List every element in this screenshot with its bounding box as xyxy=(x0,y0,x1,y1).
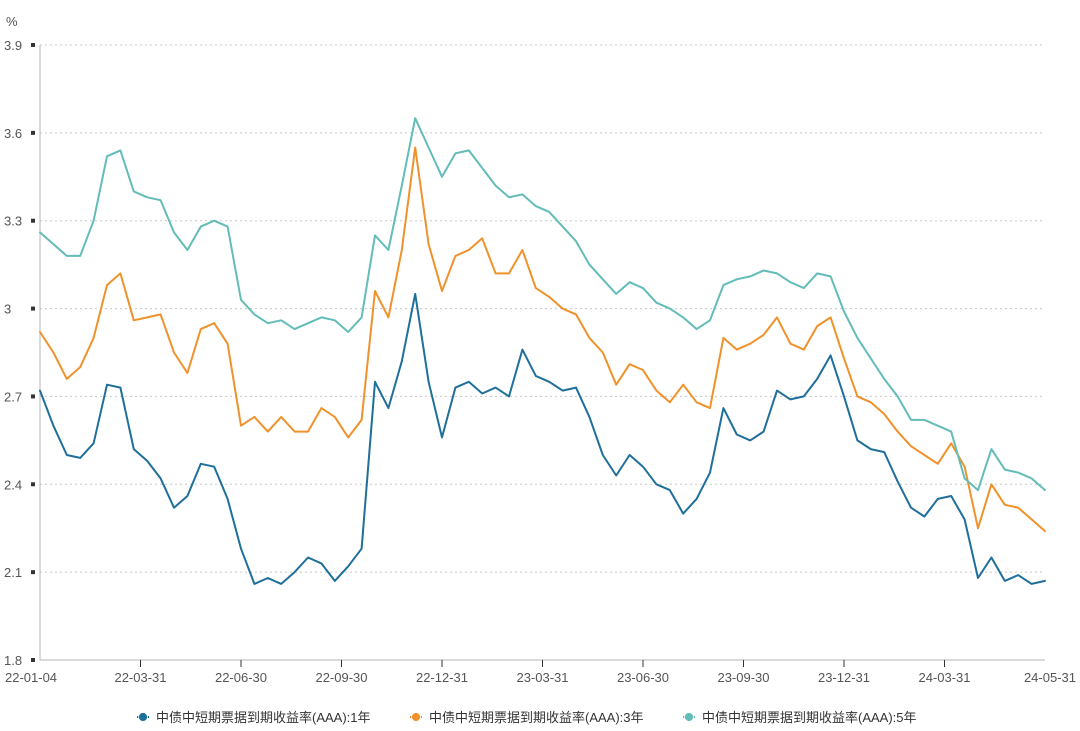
legend-dot-marker xyxy=(138,712,148,722)
x-tick-label: 23-03-31 xyxy=(516,670,568,685)
x-tick-label: 22-09-30 xyxy=(315,670,367,685)
series-line-1 xyxy=(39,292,1046,585)
y-tick-mark xyxy=(31,570,35,575)
legend-label: 中债中短期票据到期收益率(AAA):1年 xyxy=(156,710,371,725)
x-tick-label: 22-01-04 xyxy=(5,670,57,685)
legend-label: 中债中短期票据到期收益率(AAA):5年 xyxy=(702,710,917,725)
legend-item-3[interactable]: 中债中短期票据到期收益率(AAA):5年 xyxy=(683,710,917,725)
legend-item-1[interactable]: 中债中短期票据到期收益率(AAA):1年 xyxy=(137,710,371,725)
y-tick-mark xyxy=(31,658,35,662)
x-tick-label: 22-03-31 xyxy=(114,670,166,685)
series-line-2 xyxy=(39,146,1046,533)
y-tick-label: 2.1 xyxy=(4,565,22,580)
x-tick-label: 23-09-30 xyxy=(717,670,769,685)
grid-lines xyxy=(40,44,1045,573)
y-axis-ticks: 3.9 3.6 3.3 3 2.7 2.4 2.1 1.8 xyxy=(4,38,35,668)
legend-item-2[interactable]: 中债中短期票据到期收益率(AAA):3年 xyxy=(410,710,644,725)
y-tick-mark xyxy=(31,482,35,487)
x-tick-label: 22-12-31 xyxy=(416,670,468,685)
y-tick-label: 3.3 xyxy=(4,214,22,229)
y-axis-unit-label: % xyxy=(6,14,18,29)
y-tick-label: 3.9 xyxy=(4,38,22,53)
y-tick-mark xyxy=(31,130,35,135)
y-tick-label: 2.4 xyxy=(4,477,22,492)
y-tick-mark xyxy=(31,306,35,311)
x-tick-label: 23-06-30 xyxy=(617,670,669,685)
y-tick-label: 3 xyxy=(4,302,11,317)
legend-label: 中债中短期票据到期收益率(AAA):3年 xyxy=(429,710,644,725)
legend-dot-marker xyxy=(411,712,421,722)
y-tick-mark xyxy=(31,394,35,399)
x-axis-ticks: 22-01-04 22-03-31 22-06-30 22-09-30 22-12-31… xyxy=(5,660,1076,685)
x-tick-label: 23-12-31 xyxy=(818,670,870,685)
y-tick-mark xyxy=(31,43,35,47)
series-lines xyxy=(39,117,1046,585)
y-tick-label: 1.8 xyxy=(4,653,22,668)
x-tick-label: 24-03-31 xyxy=(918,670,970,685)
legend: 中债中短期票据到期收益率(AAA):1年 中债中短期票据到期收益率(AAA):3年… xyxy=(137,710,917,725)
series-line-3 xyxy=(39,117,1046,492)
y-tick-label: 3.6 xyxy=(4,126,22,141)
y-tick-mark xyxy=(31,218,35,223)
legend-dot-marker xyxy=(684,712,694,722)
x-tick-label: 22-06-30 xyxy=(215,670,267,685)
x-tick-label: 24-05-31 xyxy=(1024,670,1076,685)
y-tick-label: 2.7 xyxy=(4,389,22,404)
